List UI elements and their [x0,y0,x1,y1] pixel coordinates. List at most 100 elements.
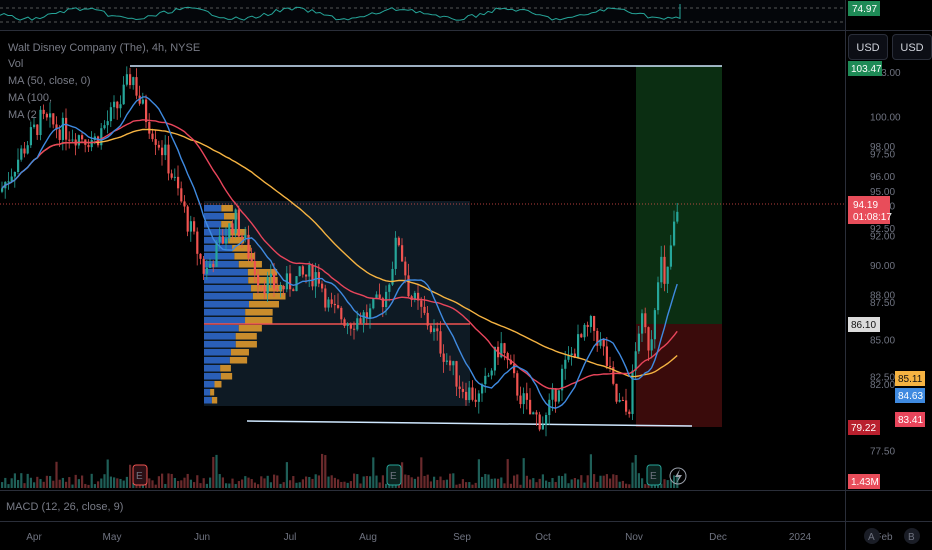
volume-bar [375,475,378,488]
price-tick-label: 100.00 [870,113,901,124]
candle-body [186,206,189,232]
legend-symbol: Walt Disney Company (The), 4h, NYSE [8,42,200,54]
volume-bar [20,473,23,488]
volume-bar [276,475,279,488]
candle-body [71,139,74,141]
volume-bar [641,478,644,488]
candle-body [452,361,455,366]
candle-body [541,424,544,430]
earnings-marker-may[interactable]: E [132,464,148,486]
volume-bar [87,484,90,488]
support-line[interactable] [246,420,693,427]
candle-body [263,286,266,294]
volume-bar [481,476,484,488]
earnings-marker-aug[interactable]: E [386,464,402,486]
volume-bar [426,474,429,488]
currency-button-left[interactable]: USD [848,34,888,60]
candle-body [596,330,599,346]
macd-label: MACD (12, 26, close, 9) [6,501,123,513]
ma-yellow-line [1,128,678,378]
candle-body [618,399,621,402]
candle-body [570,353,573,356]
volume-bar [39,479,42,488]
candle-body [673,221,676,246]
candle-body [477,393,480,402]
candle-body [177,176,180,189]
candle-body [161,147,164,156]
log-scale-button[interactable]: B [904,528,920,544]
candle-body [465,391,468,401]
svg-text:74.97: 74.97 [852,4,877,15]
volume-bar [157,476,160,488]
price-tick-label: 98.00 [870,142,895,153]
candle-body [420,300,423,307]
candle-body [458,386,461,389]
candle-body [244,234,247,239]
lightning-icon[interactable] [669,467,687,485]
volume-bar [100,478,103,488]
svg-text:79.22: 79.22 [851,423,876,434]
volume-bar [273,474,276,488]
candle-body [644,313,647,328]
volume-bar [522,458,525,488]
candle-body [61,117,64,140]
candle-body [375,294,378,299]
position-target-zone[interactable] [636,66,722,324]
candle-body [564,359,567,369]
candle-body [42,109,45,114]
volume-bar [109,476,112,488]
candle-body [145,99,148,122]
candle-body [7,181,10,183]
volume-profile-bars [204,205,286,404]
volume-bar [151,480,154,488]
volume-bar [618,481,621,488]
candle-body [333,303,336,306]
earnings-marker-nov[interactable]: E [646,464,662,486]
candle-body [308,264,311,277]
volume-bar [596,481,599,488]
time-tick-label: Sep [453,532,471,543]
candle-body [474,399,477,402]
candle-body [378,294,381,299]
candle-body [183,201,186,207]
price-tick-label: 92.00 [870,231,895,242]
volume-bar [663,479,666,488]
auto-scale-button[interactable]: A [864,528,880,544]
time-axis[interactable]: Apr May Jun Jul Aug Sep Oct Nov Dec 2024 Feb [26,532,893,543]
volume-bar [356,474,359,488]
volume-profile-up [204,205,222,212]
candle-body [205,267,208,274]
svg-text:E: E [136,471,143,482]
volume-bar [225,483,228,488]
volume-bar [519,484,522,488]
volume-bar [52,480,55,488]
volume-bar [509,483,512,488]
volume-profile-down [249,301,280,308]
candle-body [202,258,205,274]
price-tick-label: 87.50 [870,298,895,309]
volume-profile-down [238,261,262,268]
candle-body [468,387,471,401]
volume-bar [13,473,16,488]
candle-body [343,319,346,326]
candle-body [269,273,272,277]
candle-body [641,313,644,334]
currency-button-right[interactable]: USD [892,34,932,60]
volume-bar [586,475,589,488]
volume-bar [279,483,282,488]
candle-body [45,113,48,118]
candle-body [388,284,391,292]
volume-bar [669,479,672,488]
price-axis[interactable]: 103.00100.0098.0097.5096.0095.0094.0092.… [870,68,901,458]
candle-body [669,245,672,267]
volume-bar [90,473,93,488]
candle-body [666,266,669,284]
candle-body [439,331,442,354]
position-stop-zone[interactable] [636,324,722,427]
volume-bar [253,482,256,488]
volume-bar [500,477,503,488]
candle-body [241,236,244,239]
volume-profile-down [214,381,222,388]
candle-body [103,125,106,129]
